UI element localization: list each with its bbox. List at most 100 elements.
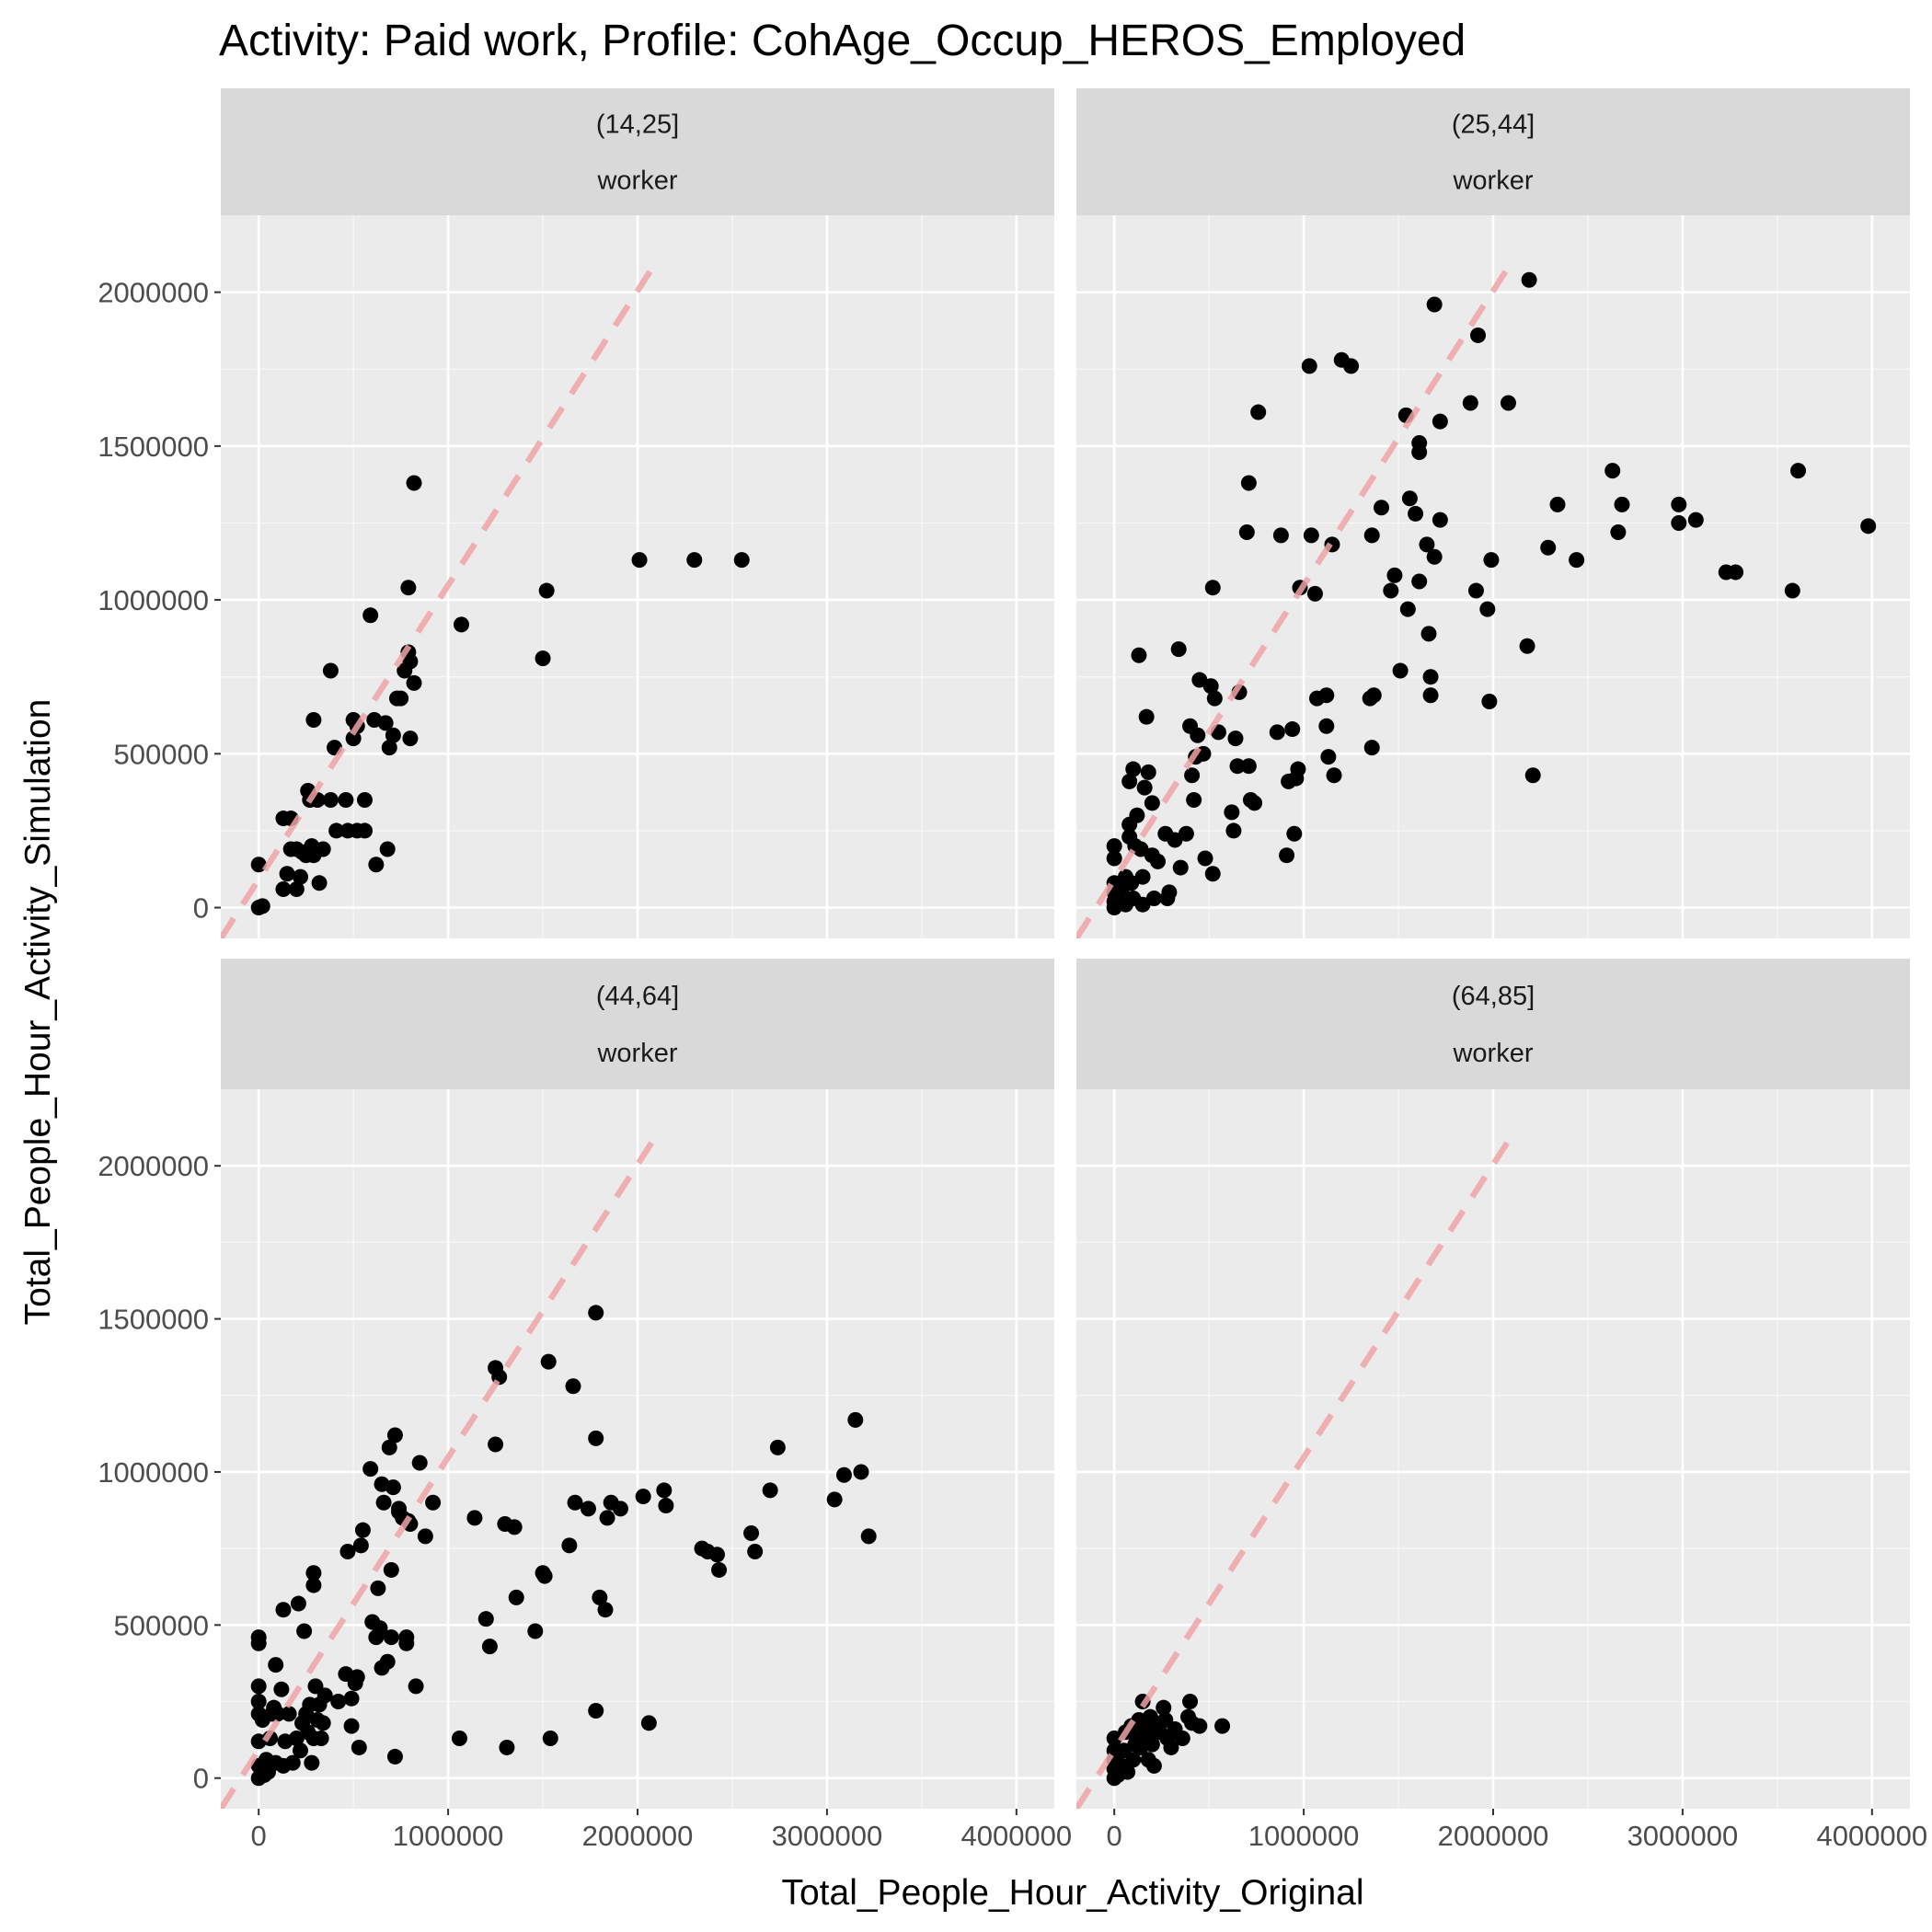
- facet-3-strip-occupation-label: worker: [596, 1039, 677, 1068]
- data-point: [1479, 601, 1496, 617]
- data-point: [1286, 825, 1303, 842]
- data-point: [561, 1537, 578, 1554]
- data-point: [631, 552, 648, 569]
- data-point: [1125, 1752, 1142, 1768]
- facet-2-strip: [1076, 88, 1910, 215]
- facet-2-identity-reference-line: [1076, 259, 1515, 938]
- data-point: [316, 1687, 333, 1704]
- facet-1-y-tick-label: 1500000: [98, 431, 209, 463]
- data-point: [826, 1491, 843, 1508]
- data-point: [656, 1482, 673, 1499]
- facet-1-strip-age-label: (14,25]: [596, 110, 679, 140]
- data-point: [254, 898, 270, 914]
- data-point: [345, 730, 362, 747]
- data-point: [381, 1439, 397, 1455]
- data-point: [311, 875, 328, 891]
- facet-panel: (14,25] worker 0 500000 1000000 1500000 200000…: [98, 88, 1054, 938]
- data-point: [315, 841, 331, 857]
- data-point: [1106, 838, 1122, 855]
- facet-1-strip-occupation-label: worker: [596, 166, 677, 195]
- data-point: [1170, 641, 1187, 658]
- facet-3-strip: [221, 959, 1054, 1089]
- data-point: [377, 715, 394, 731]
- data-point: [284, 1754, 301, 1771]
- data-point: [1462, 395, 1478, 411]
- data-point: [1671, 496, 1687, 512]
- data-point: [417, 1528, 433, 1545]
- data-point: [279, 866, 295, 882]
- data-point: [1144, 795, 1160, 811]
- facet-panel: (25,44] worker: [1076, 88, 1910, 938]
- data-point: [1363, 740, 1380, 756]
- data-point: [1184, 767, 1201, 784]
- data-point: [536, 1568, 553, 1584]
- data-point: [588, 1305, 604, 1321]
- data-point: [383, 1629, 399, 1646]
- data-point: [281, 1706, 297, 1722]
- data-point: [400, 580, 417, 596]
- data-point: [1227, 730, 1244, 747]
- facet-1-y-tick-label: 2000000: [98, 277, 209, 309]
- data-point: [305, 1577, 322, 1593]
- data-point: [1604, 463, 1621, 479]
- data-point: [1172, 859, 1189, 876]
- facet-3-x-tick-label: 1000000: [393, 1820, 504, 1852]
- data-point: [1426, 296, 1443, 313]
- data-point: [1419, 536, 1435, 553]
- data-point: [1784, 582, 1800, 599]
- data-point: [580, 1501, 596, 1517]
- facet-4-strip: [1076, 959, 1910, 1089]
- data-point: [1408, 505, 1424, 522]
- data-point: [499, 1739, 515, 1755]
- data-point: [1392, 662, 1409, 679]
- data-point: [1161, 884, 1178, 901]
- data-point: [292, 868, 308, 885]
- data-point: [1190, 727, 1206, 743]
- data-point: [1326, 767, 1342, 784]
- data-point: [1521, 271, 1537, 288]
- facet-4-identity-reference-line: [1076, 1133, 1515, 1809]
- data-point: [1790, 463, 1807, 479]
- data-point: [540, 1353, 557, 1370]
- facet-1-y-tick-label: 0: [193, 892, 209, 925]
- data-point: [379, 841, 396, 857]
- facet-panel: (44,64] worker 0 500000 1000000 1500000 200000…: [98, 959, 1072, 1852]
- data-point: [835, 1466, 852, 1483]
- data-point: [305, 712, 322, 729]
- data-point: [1467, 582, 1484, 599]
- data-point: [542, 1730, 558, 1746]
- data-point: [1240, 475, 1257, 491]
- data-point: [343, 1718, 360, 1734]
- data-point: [762, 1482, 778, 1499]
- data-point: [1197, 850, 1213, 867]
- facet-2-points: [1106, 271, 1877, 916]
- facet-3-x-tick-label: 3000000: [772, 1820, 883, 1852]
- data-point: [599, 1510, 615, 1526]
- facet-1-strip: [221, 88, 1054, 215]
- data-point: [635, 1489, 651, 1505]
- data-point: [305, 1565, 322, 1581]
- data-point: [1156, 1699, 1172, 1716]
- data-point: [1269, 724, 1285, 741]
- data-point: [386, 1748, 403, 1765]
- data-point: [1121, 773, 1138, 789]
- facet-4-points: [1106, 1694, 1231, 1787]
- data-point: [1320, 749, 1337, 765]
- data-point: [1284, 721, 1301, 738]
- data-point: [362, 607, 379, 624]
- data-point: [612, 1501, 628, 1517]
- facet-2-strip-age-label: (25,44]: [1452, 110, 1535, 140]
- data-point: [1363, 527, 1380, 544]
- data-point: [538, 582, 555, 599]
- data-point: [386, 1427, 403, 1443]
- data-point: [330, 1694, 347, 1710]
- data-point: [1411, 444, 1428, 461]
- data-point: [1174, 1730, 1190, 1746]
- data-point: [1238, 524, 1255, 541]
- data-point: [1224, 804, 1240, 821]
- data-point: [1422, 669, 1439, 685]
- data-point: [658, 1498, 674, 1514]
- data-point: [1426, 548, 1443, 565]
- data-point: [315, 1715, 331, 1731]
- data-point: [860, 1528, 877, 1545]
